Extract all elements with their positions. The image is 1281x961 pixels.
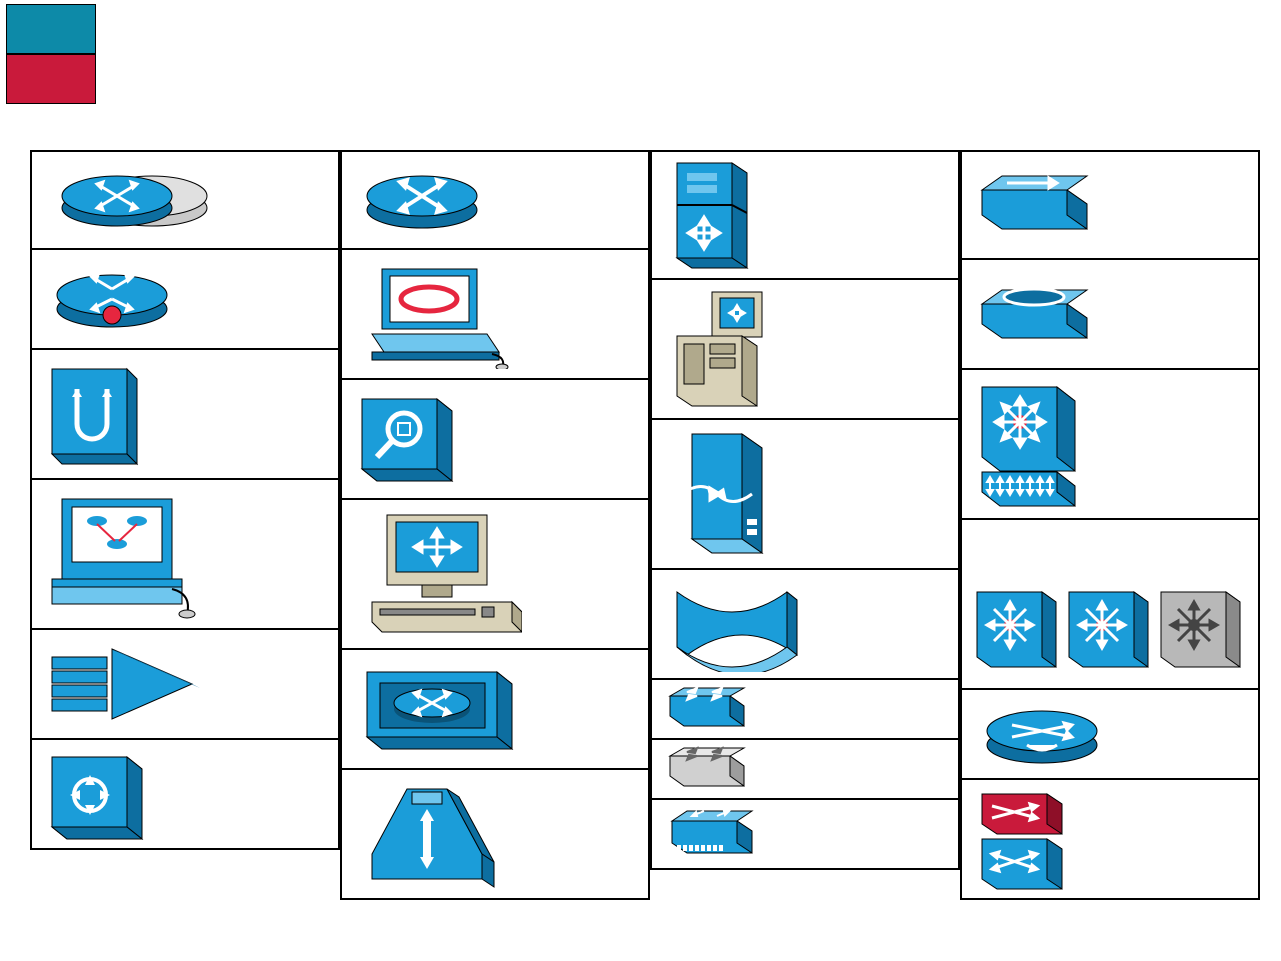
curved-icon [662,577,802,672]
director-icon [42,639,202,729]
mainframe-icon [662,284,782,414]
cell-magnifier [340,380,650,500]
cell-mlswitch [960,370,1260,520]
workstation-icon [352,507,522,642]
swatch-red [6,54,96,104]
server-tower-icon [662,155,762,275]
cell-wanswitch [960,780,1260,900]
chassis-icon [352,657,522,762]
small-switch-gray-icon [662,744,752,794]
content-engine-icon [662,424,782,564]
cell-switchtrio [960,520,1260,690]
cell-atmswitch [960,690,1260,780]
cell-laptop [340,250,650,380]
cell-bridge [960,150,1260,260]
cell-tower [650,150,960,280]
cell-uturn [30,350,340,480]
cell-router-dot [30,250,340,350]
cell-router-edge [30,150,340,250]
atm-switch-icon [972,697,1112,772]
cell-curve [650,570,960,680]
icon-grid [30,150,1260,900]
cell-workstation [340,500,650,650]
cell-smallswitch-gray [650,740,960,800]
cell-director [30,630,340,740]
cell-chassis [340,650,650,770]
route-switch-icon [42,747,152,842]
router-dot-icon [42,259,182,339]
uturn-icon [42,359,142,469]
bridge-icon [972,170,1102,240]
cell-mainframe [650,280,960,420]
router-edge-icon [42,160,212,240]
laptop-icon [352,259,512,369]
cell-router [340,150,650,250]
wan-switch-icon [972,784,1072,894]
cell-rswitch [30,740,340,850]
small-switch-blue-icon [662,684,752,734]
cell-netmgmt [30,480,340,630]
router-icon [352,160,492,240]
hub-icon [972,279,1102,349]
cell-contentengine [650,420,960,570]
network-mgmt-icon [42,489,202,619]
cell-accesspoint [340,770,650,900]
cell-smallswitch-blue [650,680,960,740]
switch-trio-icon [972,580,1248,680]
cell-hub [960,260,1260,370]
cell-nexus [650,800,960,870]
swatch-teal [6,4,96,54]
nexus-icon [662,807,762,862]
magnifier-icon [352,389,462,489]
multilayer-switch-icon [972,377,1092,512]
accesspoint-icon [352,774,502,894]
